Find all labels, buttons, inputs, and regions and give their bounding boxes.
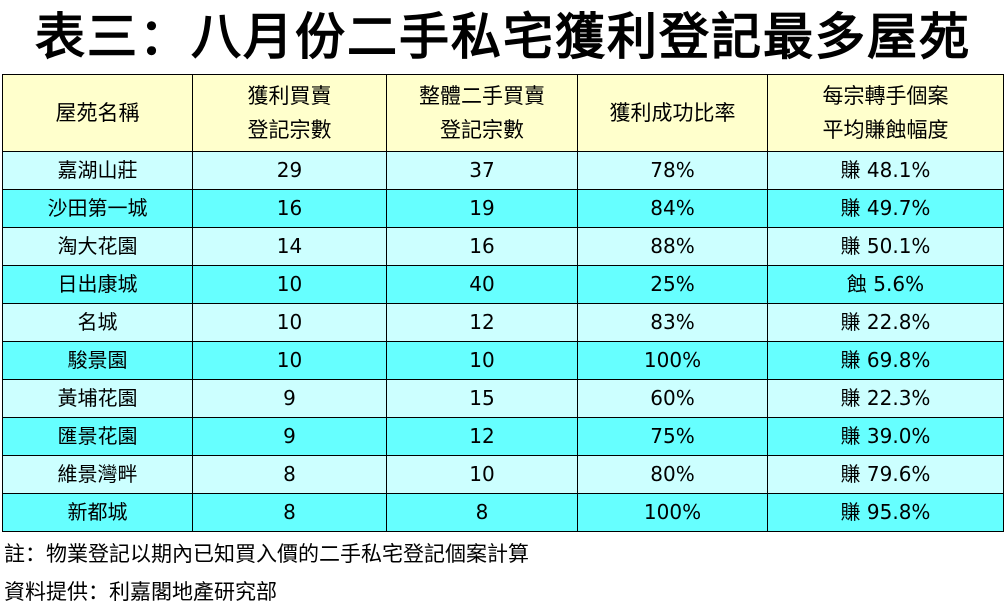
cell-profit-count: 8 [192,493,387,532]
header-line: 每宗轉手個案 [822,84,949,108]
source-credit: 資料提供：利嘉閣地產研究部 [4,580,277,604]
cell-profit-count: 10 [192,341,387,380]
estate-table: 屋苑名稱 獲利買賣 登記宗數 整體二手買賣 登記宗數 獲利成功比率 每宗轉手個案… [2,74,1004,532]
cell-estate-name: 名城 [2,303,193,342]
header-line: 獲利買賣 [247,84,332,108]
cell-success-ratio: 83% [577,303,768,342]
cell-profit-count: 16 [192,189,387,228]
cell-avg-change: 賺 22.8% [767,303,1004,342]
cell-estate-name: 沙田第一城 [2,189,193,228]
cell-total-count: 19 [386,189,578,228]
header-line: 登記宗數 [247,118,332,142]
cell-total-count: 12 [386,417,578,456]
header-line: 整體二手買賣 [419,84,545,108]
cell-avg-change: 蝕 5.6% [767,265,1004,304]
footnote: 註：物業登記以期內已知買入價的二手私宅登記個案計算 [4,542,529,566]
cell-estate-name: 新都城 [2,493,193,532]
cell-profit-count: 8 [192,455,387,494]
cell-profit-count: 9 [192,379,387,418]
table-row: 淘大花園 14 16 88% 賺 50.1% [2,227,1004,266]
cell-estate-name: 匯景花園 [2,417,193,456]
cell-success-ratio: 100% [577,493,768,532]
cell-profit-count: 29 [192,151,387,190]
cell-total-count: 15 [386,379,578,418]
cell-total-count: 10 [386,341,578,380]
cell-total-count: 37 [386,151,578,190]
cell-avg-change: 賺 22.3% [767,379,1004,418]
header-line: 登記宗數 [440,118,524,142]
cell-total-count: 40 [386,265,578,304]
cell-avg-change: 賺 95.8% [767,493,1004,532]
table-row: 新都城 8 8 100% 賺 95.8% [2,493,1004,532]
page-title: 表三：八月份二手私宅獲利登記最多屋苑 [35,8,971,66]
cell-success-ratio: 80% [577,455,768,494]
table-row: 沙田第一城 16 19 84% 賺 49.7% [2,189,1004,228]
cell-total-count: 16 [386,227,578,266]
cell-avg-change: 賺 49.7% [767,189,1004,228]
header-line: 獲利成功比率 [609,101,736,125]
table-row: 嘉湖山莊 29 37 78% 賺 48.1% [2,151,1004,190]
cell-avg-change: 賺 69.8% [767,341,1004,380]
cell-success-ratio: 75% [577,417,768,456]
cell-avg-change: 賺 48.1% [767,151,1004,190]
table-row: 日出康城 10 40 25% 蝕 5.6% [2,265,1004,304]
table-row: 黃埔花園 9 15 60% 賺 22.3% [2,379,1004,418]
cell-success-ratio: 60% [577,379,768,418]
cell-success-ratio: 25% [577,265,768,304]
cell-estate-name: 嘉湖山莊 [2,151,193,190]
cell-success-ratio: 78% [577,151,768,190]
cell-avg-change: 賺 39.0% [767,417,1004,456]
cell-total-count: 10 [386,455,578,494]
cell-estate-name: 日出康城 [2,265,193,304]
cell-profit-count: 9 [192,417,387,456]
header-line: 屋苑名稱 [55,101,140,125]
header-success-ratio: 獲利成功比率 [577,74,768,152]
table-header-row: 屋苑名稱 獲利買賣 登記宗數 整體二手買賣 登記宗數 獲利成功比率 每宗轉手個案… [2,74,1004,152]
cell-avg-change: 賺 79.6% [767,455,1004,494]
table-row: 匯景花園 9 12 75% 賺 39.0% [2,417,1004,456]
cell-profit-count: 14 [192,227,387,266]
header-line: 平均賺蝕幅度 [822,118,949,142]
cell-estate-name: 維景灣畔 [2,455,193,494]
cell-profit-count: 10 [192,265,387,304]
cell-total-count: 8 [386,493,578,532]
cell-estate-name: 黃埔花園 [2,379,193,418]
cell-total-count: 12 [386,303,578,342]
cell-success-ratio: 88% [577,227,768,266]
cell-estate-name: 駿景園 [2,341,193,380]
cell-success-ratio: 100% [577,341,768,380]
cell-profit-count: 10 [192,303,387,342]
header-avg-change: 每宗轉手個案 平均賺蝕幅度 [767,74,1004,152]
cell-estate-name: 淘大花園 [2,227,193,266]
table-row: 駿景園 10 10 100% 賺 69.8% [2,341,1004,380]
table-row: 維景灣畔 8 10 80% 賺 79.6% [2,455,1004,494]
header-total-count: 整體二手買賣 登記宗數 [386,74,578,152]
table-row: 名城 10 12 83% 賺 22.8% [2,303,1004,342]
cell-success-ratio: 84% [577,189,768,228]
header-estate-name: 屋苑名稱 [2,74,193,152]
header-profit-count: 獲利買賣 登記宗數 [192,74,387,152]
cell-avg-change: 賺 50.1% [767,227,1004,266]
